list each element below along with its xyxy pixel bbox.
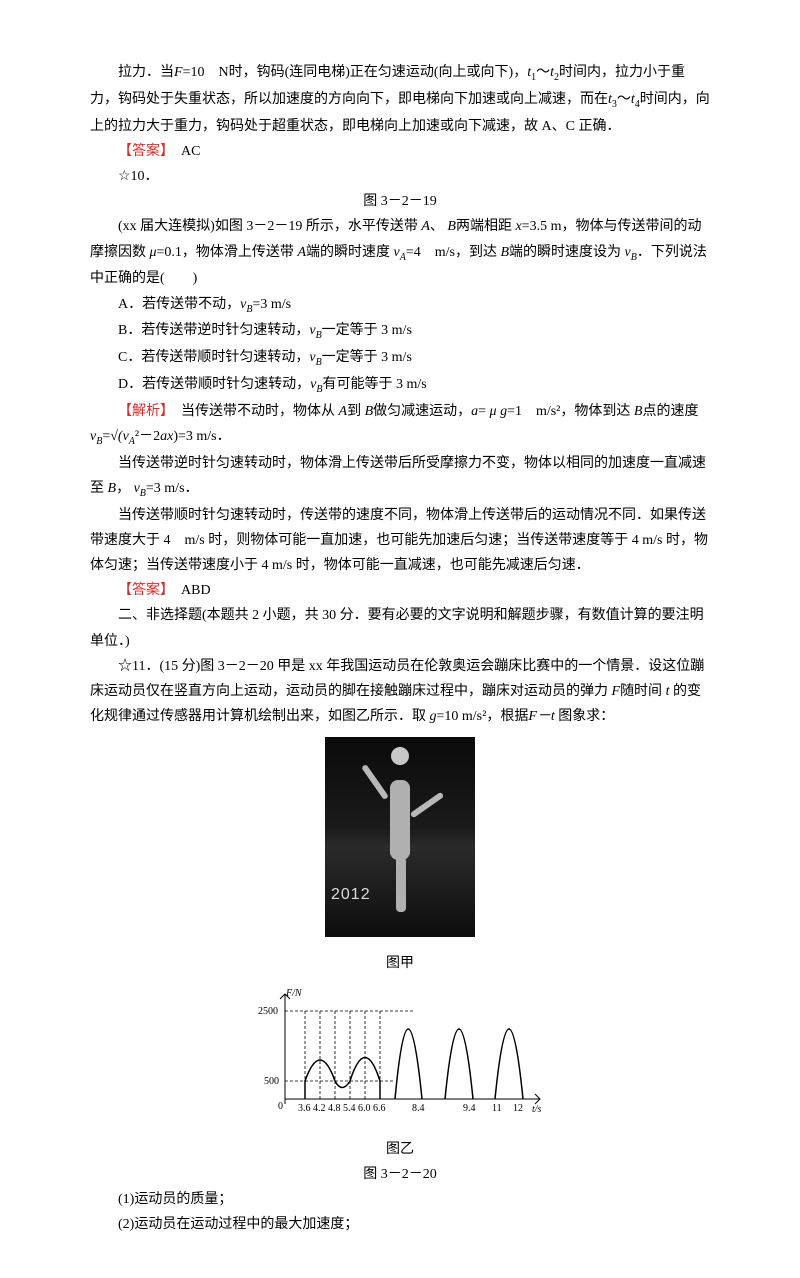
- svg-text:6.0: 6.0: [358, 1103, 371, 1114]
- svg-text:3.6: 3.6: [298, 1103, 311, 1114]
- force-time-graph: F/N t/s 2500 500 0 3.6 4.2 4.8 5.4 6.0 6…: [250, 984, 550, 1124]
- figure-graph: F/N t/s 2500 500 0 3.6 4.2 4.8 5.4 6.0 6…: [90, 984, 710, 1133]
- answer-label: 【答案】: [118, 144, 167, 159]
- answer-label: 【答案】: [118, 583, 167, 598]
- question-10-star: ☆10．: [90, 164, 710, 189]
- caption-1: 图甲: [90, 951, 710, 976]
- section-2-header: 二、非选择题(本题共 2 小题，共 30 分．要有必要的文字说明和解题步骤，有数…: [90, 603, 710, 653]
- svg-text:0: 0: [278, 1101, 283, 1112]
- analysis-paragraph-1: 【解析】 当传送带不动时，物体从 A到 B做匀减速运动，a= μ g=1 m/s…: [90, 399, 710, 451]
- caption-2: 图乙: [90, 1137, 710, 1162]
- option-c: C．若传送带顺时针匀速转动，vB一定等于 3 m/s: [90, 345, 710, 372]
- answer-2: 【答案】 ABD: [90, 578, 710, 603]
- question-10-text: (xx 届大连模拟)如图 3－2－19 所示，水平传送带 A、 B两端相距 x=…: [90, 214, 710, 291]
- analysis-paragraph-3: 当传送带顺时针匀速转动时，传送带的速度不同，物体滑上传送带后的运动情况不同．如果…: [90, 503, 710, 579]
- option-b: B．若传送带逆时针匀速转动，vB一定等于 3 m/s: [90, 318, 710, 345]
- option-d: D．若传送带顺时针匀速转动，vB有可能等于 3 m/s: [90, 372, 710, 399]
- svg-text:12: 12: [513, 1103, 523, 1114]
- intro-paragraph: 拉力．当F=10 N时，钩码(连同电梯)正在匀速运动(向上或向下)，t1～t2时…: [90, 60, 710, 139]
- figure-photo: [90, 737, 710, 946]
- svg-text:F/N: F/N: [285, 988, 303, 999]
- svg-text:4.2: 4.2: [313, 1103, 326, 1114]
- svg-text:11: 11: [492, 1103, 502, 1114]
- svg-text:500: 500: [264, 1076, 279, 1087]
- analysis-paragraph-2: 当传送带逆时针匀速转动时，物体滑上传送带后所受摩擦力不变，物体以相同的加速度一直…: [90, 451, 710, 503]
- question-11-text: ☆11．(15 分)图 3－2－20 甲是 xx 年我国运动员在伦敦奥运会蹦床比…: [90, 654, 710, 730]
- svg-text:2500: 2500: [258, 1006, 278, 1017]
- svg-text:t/s: t/s: [532, 1104, 542, 1115]
- svg-text:5.4: 5.4: [343, 1103, 356, 1114]
- athlete-photo: [325, 737, 475, 937]
- figure-label-1: 图 3－2－19: [90, 189, 710, 214]
- svg-text:9.4: 9.4: [463, 1103, 476, 1114]
- answer-1: 【答案】 AC: [90, 139, 710, 164]
- svg-text:8.4: 8.4: [412, 1103, 425, 1114]
- svg-text:4.8: 4.8: [328, 1103, 341, 1114]
- svg-text:6.6: 6.6: [373, 1103, 386, 1114]
- subquestion-2: (2)运动员在运动过程中的最大加速度；: [90, 1212, 710, 1237]
- subquestion-1: (1)运动员的质量；: [90, 1187, 710, 1212]
- analysis-label: 【解析】: [118, 404, 167, 419]
- caption-3: 图 3－2－20: [90, 1162, 710, 1187]
- option-a: A．若传送带不动，vB=3 m/s: [90, 292, 710, 319]
